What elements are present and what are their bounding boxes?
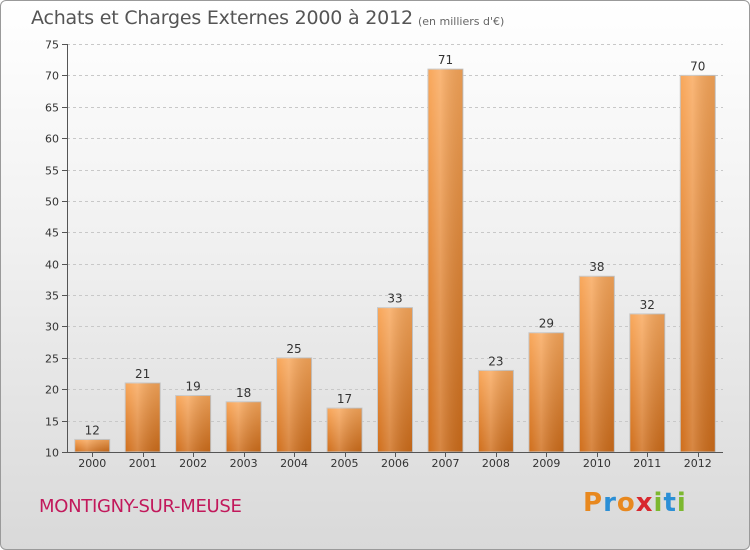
- data-label: 70: [690, 59, 705, 73]
- x-tick-label: 2001: [129, 457, 157, 470]
- data-label: 12: [85, 423, 100, 437]
- y-tick-label: 55: [45, 165, 59, 178]
- y-tick-label: 75: [45, 39, 59, 52]
- bar-shine: [175, 395, 211, 452]
- x-tick-label: 2000: [78, 457, 106, 470]
- x-tick-label: 2012: [684, 457, 712, 470]
- data-label: 17: [337, 392, 352, 406]
- y-tick-label: 20: [45, 384, 59, 397]
- bar-shine: [226, 401, 262, 452]
- bars-layer: [74, 68, 716, 453]
- data-label: 38: [589, 260, 604, 274]
- bar-shine: [528, 332, 564, 452]
- bar-shine: [74, 439, 110, 452]
- bar-shine: [629, 313, 665, 452]
- x-tick-label: 2010: [583, 457, 611, 470]
- axis-layer: 10 15 20 25 30 35 40 45 50 55 60 65 70 75 2000 2001 2002…: [45, 39, 723, 470]
- logo-letter: r: [603, 488, 617, 518]
- y-tick-label: 15: [45, 416, 59, 429]
- bar-shine: [125, 382, 161, 452]
- data-label: 21: [135, 367, 150, 381]
- x-tick-label: 2003: [230, 457, 258, 470]
- y-tick-label: 60: [45, 133, 59, 146]
- bar-shine: [478, 370, 514, 452]
- x-tick-label: 2002: [179, 457, 207, 470]
- y-tick-label: 10: [45, 447, 59, 460]
- bar-shine: [377, 307, 413, 452]
- x-tick-label: 2004: [280, 457, 308, 470]
- bar-shine: [579, 276, 615, 452]
- y-tick-label: 65: [45, 102, 59, 115]
- bar-shine: [276, 357, 312, 452]
- data-label: 19: [186, 380, 201, 394]
- data-label: 23: [488, 354, 503, 368]
- logo-letter: P: [583, 488, 604, 518]
- bar-shine: [327, 408, 363, 452]
- data-label: 33: [387, 292, 402, 306]
- data-label: 18: [236, 386, 251, 400]
- x-tick-label: 2006: [381, 457, 409, 470]
- y-tick-label: 35: [45, 290, 59, 303]
- x-tick-label: 2005: [331, 457, 359, 470]
- labels-layer: 12 21 19 18 25 17 33 71 23 29 38 32 70: [85, 53, 706, 437]
- logo-letter: t: [663, 488, 677, 518]
- logo-letter: x: [635, 488, 654, 518]
- logo-letter: o: [616, 488, 636, 518]
- chart-subtitle: (en milliers d'€): [418, 15, 505, 28]
- x-tick-label: 2008: [482, 457, 510, 470]
- bar-shine: [680, 75, 716, 452]
- data-label: 32: [640, 298, 655, 312]
- x-tick-label: 2011: [633, 457, 661, 470]
- bar-shine: [427, 69, 463, 452]
- logo-letter: i: [676, 488, 687, 518]
- chart-title: Achats et Charges Externes 2000 à 2012: [31, 7, 413, 29]
- x-tick-label: 2007: [431, 457, 459, 470]
- proxiti-logo: Proxiti: [583, 488, 687, 518]
- logo-letter: i: [653, 488, 664, 518]
- y-tick-label: 50: [45, 196, 59, 209]
- commune-name: MONTIGNY-SUR-MEUSE: [39, 496, 242, 517]
- data-label: 29: [539, 317, 554, 331]
- y-tick-label: 70: [45, 70, 59, 83]
- data-label: 71: [438, 53, 453, 67]
- y-tick-label: 30: [45, 321, 59, 334]
- y-tick-label: 40: [45, 259, 59, 272]
- x-tick-label: 2009: [532, 457, 560, 470]
- y-tick-label: 45: [45, 227, 59, 240]
- data-label: 25: [286, 342, 301, 356]
- y-tick-label: 25: [45, 353, 59, 366]
